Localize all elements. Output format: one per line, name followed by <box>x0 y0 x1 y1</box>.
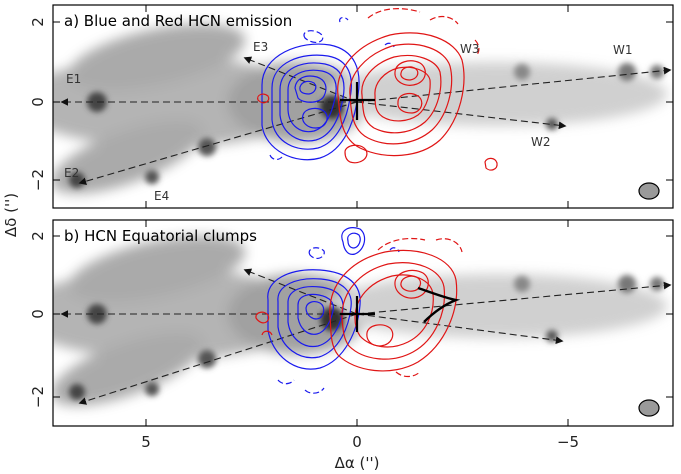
arrow-b-w1 <box>356 281 672 315</box>
arrow-w1 <box>356 66 672 103</box>
arrow-e3 <box>243 56 358 103</box>
panel-b-ytick-m2: −2 <box>29 386 47 408</box>
arrow-e2 <box>78 101 358 185</box>
arrow-b-w2 <box>356 313 564 345</box>
panel-a-image <box>17 8 672 209</box>
feature-label-e4: E4 <box>154 189 169 203</box>
feature-label-e3: E3 <box>253 40 268 54</box>
panel-a: a) Blue and Red HCN emission E1 E2 E3 E4… <box>17 4 674 209</box>
panel-b-beam <box>638 399 660 417</box>
y-axis-label: Δδ ('') <box>2 193 20 237</box>
feature-label-e2: E2 <box>64 166 79 180</box>
feature-label-w2: W2 <box>531 135 551 149</box>
xtick-m5: −5 <box>557 433 579 451</box>
x-axis-label: Δα ('') <box>335 454 380 472</box>
arrow-b-e3 <box>243 268 358 315</box>
panel-b: b) HCN Equatorial clumps 2 0 −2 <box>17 219 674 427</box>
panel-b-image <box>17 223 672 421</box>
panel-a-title: a) Blue and Red HCN emission <box>64 12 292 30</box>
panel-a-beam <box>638 182 660 200</box>
panel-a-ytick-0: 0 <box>29 97 47 107</box>
panel-a-ytick-2: 2 <box>29 17 47 27</box>
panel-b-ytick-2: 2 <box>29 231 47 241</box>
panel-b-frame <box>52 219 674 427</box>
arrow-w2 <box>356 101 567 130</box>
panel-b-ticks <box>53 220 673 426</box>
xtick-0: 0 <box>352 433 362 451</box>
panel-a-frame <box>52 4 674 209</box>
feature-label-w3: W3 <box>460 42 480 56</box>
panel-b-title: b) HCN Equatorial clumps <box>64 227 257 245</box>
panel-a-red-contours <box>257 8 498 171</box>
panel-b-ytick-0: 0 <box>29 309 47 319</box>
feature-label-w1: W1 <box>613 43 633 57</box>
feature-label-e1: E1 <box>66 72 81 86</box>
panel-a-ytick-m2: −2 <box>29 169 47 191</box>
panel-b-blue-contours <box>267 227 400 394</box>
panel-b-chevron <box>417 286 461 323</box>
panel-a-ticks <box>53 5 673 208</box>
arrow-b-e2 <box>78 313 358 405</box>
xtick-5: 5 <box>141 433 151 451</box>
